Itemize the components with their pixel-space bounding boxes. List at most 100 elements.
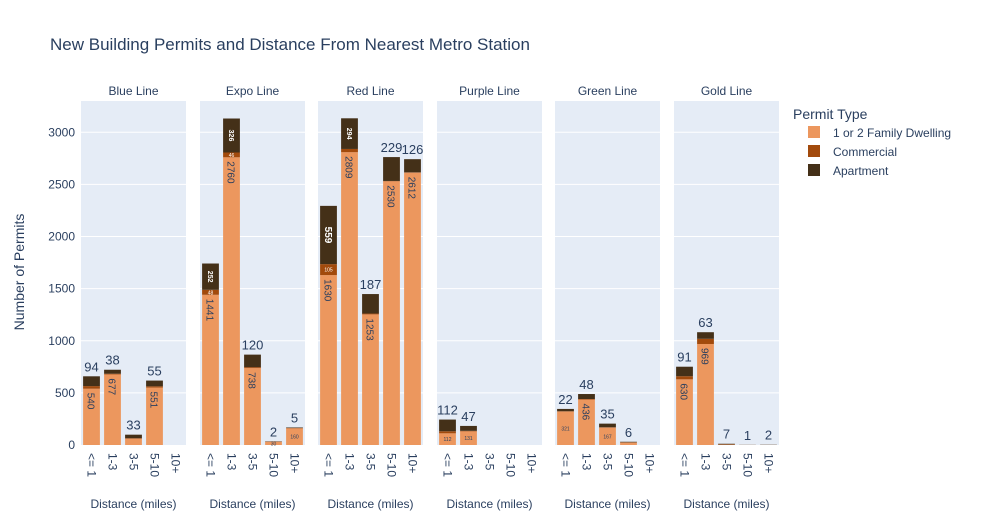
bar-family[interactable] xyxy=(286,428,303,445)
legend-entry-apartment[interactable]: Apartment xyxy=(833,164,889,178)
data-label-apartment: 559 xyxy=(322,227,333,244)
data-label-commercial: 48 xyxy=(208,290,214,296)
bar-commercial[interactable] xyxy=(439,431,456,434)
data-label-apartment: 48 xyxy=(579,377,593,392)
bar-family[interactable] xyxy=(223,157,240,446)
bar-family[interactable] xyxy=(697,343,714,445)
x-tick-label: <= 1 xyxy=(678,453,692,477)
bar-family[interactable] xyxy=(557,411,574,445)
bar-family[interactable] xyxy=(341,152,358,445)
bar-family[interactable] xyxy=(320,275,337,445)
bar-apartment[interactable] xyxy=(578,394,595,400)
bar-apartment[interactable] xyxy=(460,425,477,431)
data-label-apartment: 112 xyxy=(437,403,458,418)
bar-family[interactable] xyxy=(83,388,100,445)
bar-family[interactable] xyxy=(265,441,282,445)
bar-commercial[interactable] xyxy=(578,399,595,400)
bar-commercial[interactable] xyxy=(676,376,693,380)
bar-apartment[interactable] xyxy=(557,408,574,412)
bar-apartment[interactable] xyxy=(202,263,219,290)
chart-title: New Building Permits and Distance From N… xyxy=(50,35,530,54)
legend-entry-commercial[interactable]: Commercial xyxy=(833,145,897,159)
bar-family[interactable] xyxy=(125,438,142,445)
bar-apartment[interactable] xyxy=(362,294,379,314)
bar-apartment[interactable] xyxy=(223,118,240,153)
bar-apartment[interactable] xyxy=(697,332,714,339)
bar-apartment[interactable] xyxy=(146,380,163,387)
panel-title: Purple Line xyxy=(459,84,520,98)
bar-apartment[interactable] xyxy=(83,376,100,387)
data-label-apartment: 1 xyxy=(744,428,751,443)
bar-apartment[interactable] xyxy=(404,159,421,173)
bar-commercial[interactable] xyxy=(320,264,337,276)
bar-commercial[interactable] xyxy=(223,152,240,158)
data-label-family: 969 xyxy=(699,348,710,365)
data-label-apartment: 126 xyxy=(402,142,424,157)
legend-swatch-apartment[interactable] xyxy=(808,164,820,176)
x-tick-label: 10+ xyxy=(762,453,776,473)
data-label-family: 1630 xyxy=(322,279,333,302)
bar-commercial[interactable] xyxy=(125,438,142,439)
bar-commercial[interactable] xyxy=(362,313,379,315)
bar-commercial[interactable] xyxy=(202,289,219,295)
x-tick-label: 3-5 xyxy=(246,453,260,471)
data-label-apartment: 187 xyxy=(360,277,382,292)
bar-family[interactable] xyxy=(362,314,379,445)
data-label-commercial: 105 xyxy=(324,268,333,274)
bar-family[interactable] xyxy=(383,181,400,445)
data-label-commercial: 46 xyxy=(229,153,235,159)
bar-family[interactable] xyxy=(578,399,595,445)
bar-apartment[interactable] xyxy=(320,205,337,265)
x-tick-label: 5-10 xyxy=(267,453,281,477)
x-tick-label: 10+ xyxy=(288,453,302,473)
y-tick-label: 1000 xyxy=(48,334,75,348)
x-tick-label: 1-3 xyxy=(225,453,239,471)
legend-swatch-family[interactable] xyxy=(808,126,820,138)
bar-apartment[interactable] xyxy=(125,434,142,439)
bar-apartment[interactable] xyxy=(599,423,616,428)
bar-commercial[interactable] xyxy=(697,338,714,344)
bar-apartment[interactable] xyxy=(383,157,400,181)
bar-commercial[interactable] xyxy=(83,386,100,389)
bar-commercial[interactable] xyxy=(341,148,358,153)
bar-apartment[interactable] xyxy=(341,118,358,149)
bar-family[interactable] xyxy=(439,433,456,445)
data-label-family: 160 xyxy=(290,435,299,441)
x-axis-title: Distance (miles) xyxy=(683,497,769,511)
data-label-family: 2809 xyxy=(343,156,354,179)
panel-title: Blue Line xyxy=(108,84,158,98)
data-label-family: 2760 xyxy=(225,161,236,184)
bar-commercial[interactable] xyxy=(244,367,261,369)
bar-family[interactable] xyxy=(244,368,261,445)
bar-apartment[interactable] xyxy=(676,366,693,377)
data-label-apartment: 7 xyxy=(723,427,730,442)
bar-apartment[interactable] xyxy=(620,441,637,443)
x-tick-label: 1-3 xyxy=(106,453,120,471)
bar-commercial[interactable] xyxy=(104,373,121,375)
bar-family[interactable] xyxy=(404,172,421,445)
data-label-apartment: 120 xyxy=(242,338,264,353)
bar-apartment[interactable] xyxy=(439,419,456,432)
bar-family[interactable] xyxy=(104,374,121,445)
bar-family[interactable] xyxy=(718,444,735,445)
data-label-apartment: 2 xyxy=(270,424,277,439)
bar-family[interactable] xyxy=(676,379,693,445)
bar-apartment[interactable] xyxy=(286,427,303,429)
legend-swatch-commercial[interactable] xyxy=(808,145,820,157)
bar-apartment[interactable] xyxy=(244,354,261,368)
x-tick-label: 1-3 xyxy=(699,453,713,471)
bar-family[interactable] xyxy=(460,431,477,445)
x-tick-label: 3-5 xyxy=(720,453,734,471)
bar-family[interactable] xyxy=(202,294,219,445)
chart-panels: Blue Line <= 1 1-3 3-5 5-10 10+ Distance (mile… xyxy=(81,84,779,511)
bar-apartment[interactable] xyxy=(104,369,121,374)
legend-entry-family[interactable]: 1 or 2 Family Dwelling xyxy=(833,126,951,140)
bar-family[interactable] xyxy=(599,427,616,445)
bar-family[interactable] xyxy=(146,387,163,445)
y-axis-ticks: 0 500 1000 1500 2000 2500 3000 xyxy=(48,125,75,452)
bar-commercial[interactable] xyxy=(146,386,163,388)
bar-apartment[interactable] xyxy=(718,443,735,445)
bar-commercial[interactable] xyxy=(460,430,477,432)
bar-family[interactable] xyxy=(620,442,637,445)
